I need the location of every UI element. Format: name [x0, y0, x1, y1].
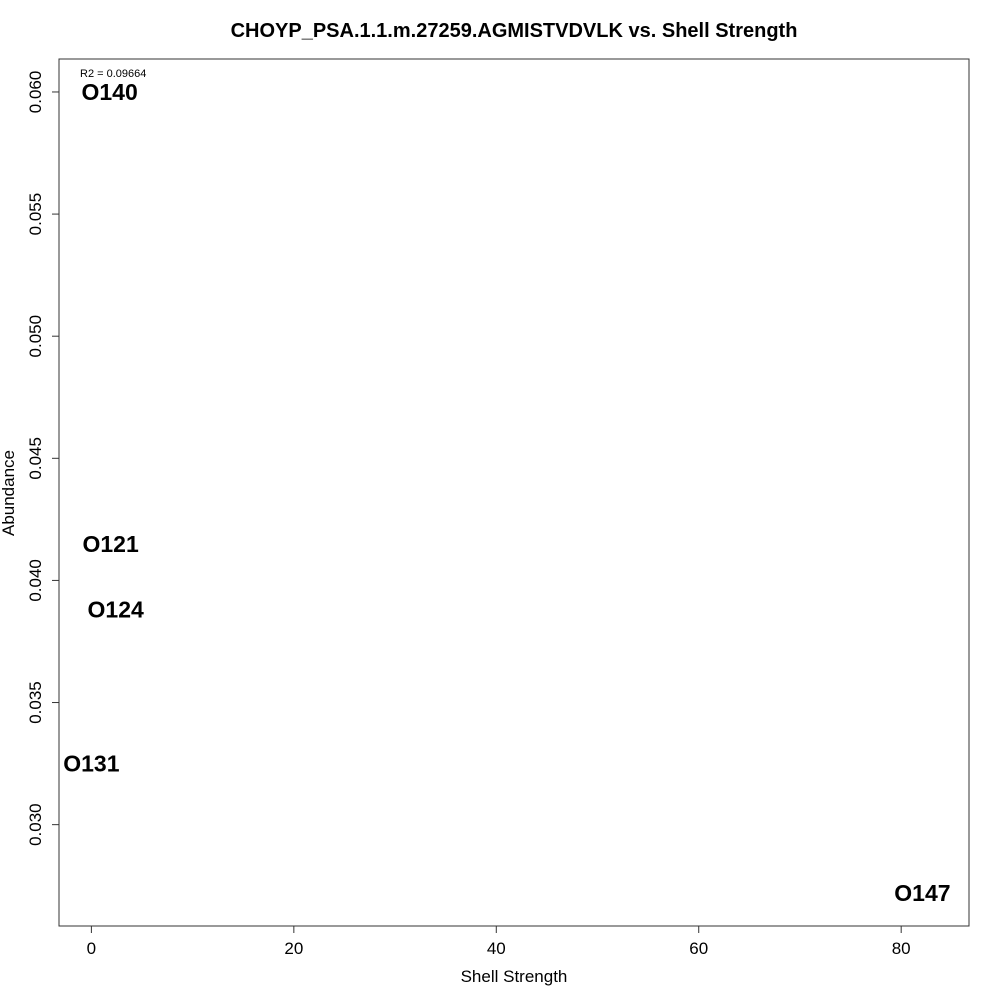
r-squared-annotation: R2 = 0.09664 [80, 68, 146, 80]
data-point-label: O121 [82, 531, 138, 557]
x-tick-label: 40 [487, 939, 506, 958]
y-tick-label: 0.045 [26, 437, 45, 480]
data-point-label: O124 [88, 597, 144, 623]
y-tick-label: 0.050 [26, 315, 45, 358]
x-tick-label: 60 [689, 939, 708, 958]
data-point-label: O131 [63, 751, 119, 777]
data-points: O140 O121 O124 O131 O147 [63, 79, 950, 906]
y-tick-label: 0.040 [26, 559, 45, 602]
data-point-label: O140 [81, 79, 137, 105]
y-tick-label: 0.030 [26, 803, 45, 846]
y-axis: 0.030 0.035 0.040 0.045 0.050 0.055 0.060 [26, 71, 59, 846]
x-tick-label: 0 [87, 939, 96, 958]
plot-frame [58, 58, 970, 927]
x-axis-label: Shell Strength [461, 967, 568, 986]
x-tick-label: 80 [892, 939, 911, 958]
x-tick-label: 20 [284, 939, 303, 958]
y-tick-label: 0.055 [26, 193, 45, 236]
y-tick-label: 0.035 [26, 681, 45, 724]
data-point-label: O147 [894, 880, 950, 906]
x-axis: 0 20 40 60 80 [87, 926, 911, 958]
y-axis-label: Abundance [0, 450, 18, 536]
y-tick-label: 0.060 [26, 71, 45, 114]
chart-title: CHOYP_PSA.1.1.m.27259.AGMISTVDVLK vs. Sh… [231, 20, 798, 42]
